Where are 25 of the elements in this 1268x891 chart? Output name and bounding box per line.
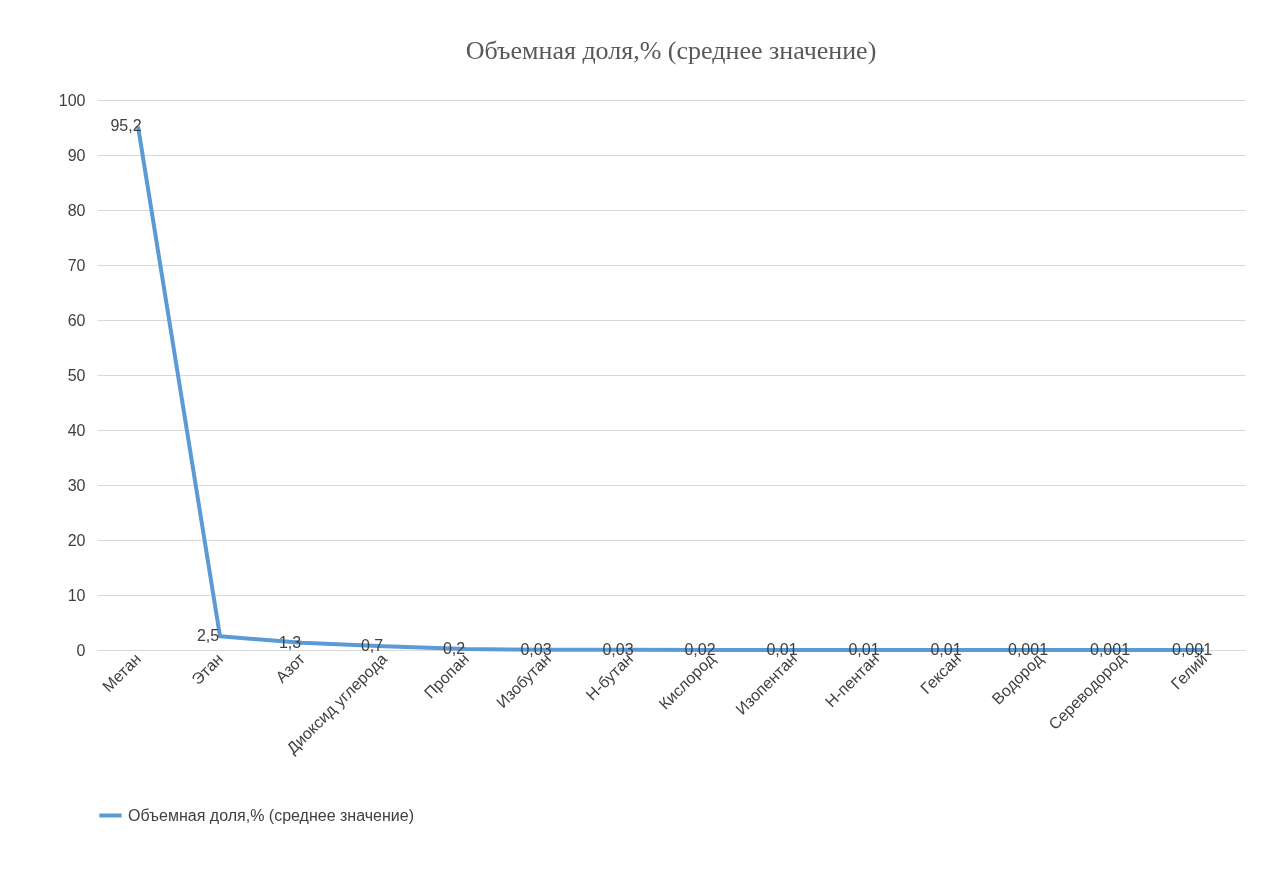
y-tick-label: 80 xyxy=(67,201,86,219)
data-label: 95,2 xyxy=(110,117,142,135)
data-label: 0,03 xyxy=(520,640,552,658)
y-tick-label: 20 xyxy=(67,531,86,549)
data-label: 0,7 xyxy=(360,637,384,655)
data-label: 0,02 xyxy=(684,640,716,658)
y-tick-label: 30 xyxy=(67,476,86,494)
y-tick-label: 0 xyxy=(76,641,86,659)
y-tick-label: 90 xyxy=(67,146,86,164)
data-label: 0,001 xyxy=(1007,640,1049,658)
data-label: 1,3 xyxy=(278,633,302,651)
y-tick-label: 10 xyxy=(67,586,86,604)
data-label: 0,03 xyxy=(602,640,634,658)
data-label: 0,01 xyxy=(930,640,962,658)
data-label: 2,5 xyxy=(196,627,220,645)
y-tick-label: 40 xyxy=(67,421,86,439)
data-label: 0,01 xyxy=(848,640,880,658)
y-tick-label: 60 xyxy=(67,311,86,329)
data-label: 0,01 xyxy=(766,640,798,658)
y-tick-label: 100 xyxy=(58,91,86,109)
chart-title: Объемная доля,% (среднее значение) xyxy=(465,36,877,65)
y-tick-label: 50 xyxy=(67,366,86,384)
data-label: 0,001 xyxy=(1089,640,1131,658)
legend-label: Объемная доля,% (среднее значение) xyxy=(128,806,414,824)
y-tick-label: 70 xyxy=(67,256,86,274)
